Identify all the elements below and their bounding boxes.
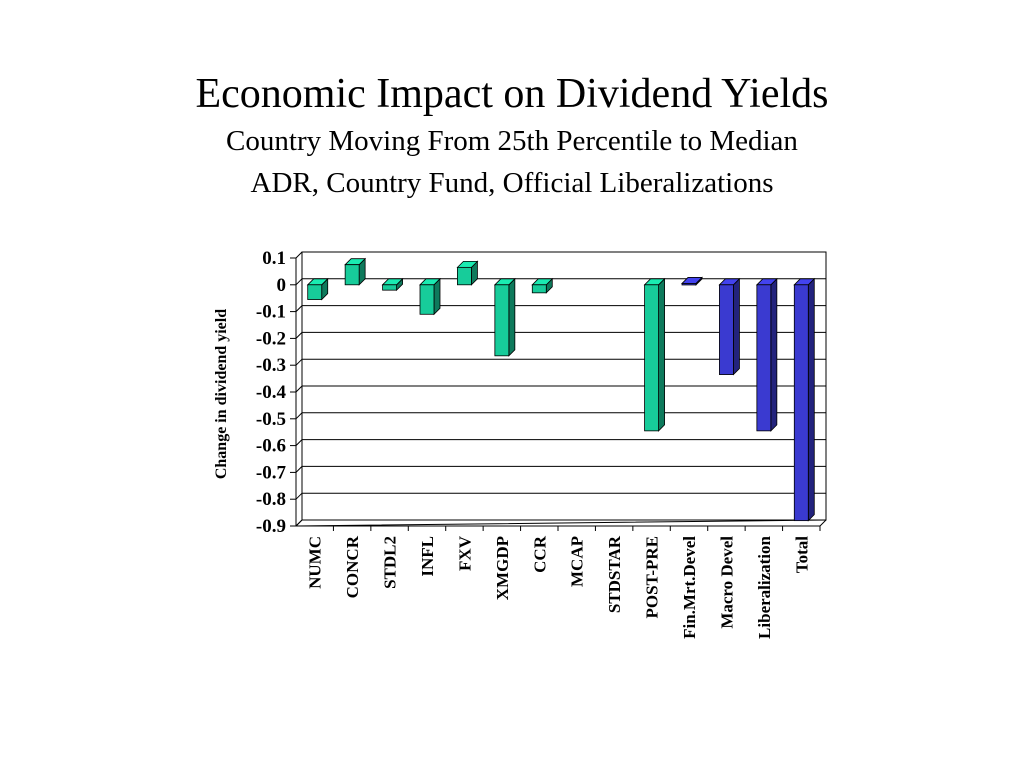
bar-side xyxy=(770,277,778,432)
bar-front xyxy=(307,284,323,300)
y-gridline xyxy=(295,358,826,366)
y-tick-label: -0.7 xyxy=(256,462,287,483)
y-gridline xyxy=(295,492,826,500)
bar-front xyxy=(793,284,809,522)
y-axis-label: Change in dividend yield xyxy=(213,309,230,479)
x-tick-label: Total xyxy=(792,536,811,573)
y-gridline xyxy=(295,305,826,312)
bar-front xyxy=(531,284,547,294)
bar-front xyxy=(344,264,360,286)
x-tick-label: NUMC xyxy=(306,536,325,589)
slide-subtitle-1: Country Moving From 25th Percentile to M… xyxy=(226,125,798,157)
slide-subtitle-2: ADR, Country Fund, Official Liberalizati… xyxy=(250,167,774,199)
bar-concr xyxy=(344,257,367,286)
axes xyxy=(290,257,827,531)
bar-xmgdp xyxy=(493,277,516,357)
tick-labels: 0.1 0 -0.1 -0.2 -0.3 -0.4 -0.5 -0.6 -0.7 -0.8 -0.9… xyxy=(213,248,811,639)
bar-side xyxy=(658,277,665,432)
y-tick-label: -0.8 xyxy=(256,489,286,510)
slide-title: Economic Impact on Dividend Yields xyxy=(195,71,829,117)
bar-side xyxy=(807,277,815,522)
y-tick-label: -0.6 xyxy=(256,436,286,457)
y-gridline xyxy=(295,331,826,339)
bars xyxy=(306,257,816,522)
bar-macro-devel xyxy=(718,277,741,376)
bar-front xyxy=(457,266,472,286)
bar-front xyxy=(419,284,435,315)
x-tick-label: Liberalization xyxy=(755,535,774,638)
bar-numc xyxy=(306,277,329,301)
bar-fxv xyxy=(456,260,479,286)
x-axis-floor-edge xyxy=(819,519,827,527)
bar-front xyxy=(681,283,697,286)
bar-front xyxy=(644,284,659,432)
bar-front xyxy=(719,284,734,375)
y-tick-label: 0 xyxy=(277,275,287,296)
bar-fin-mrt-devel xyxy=(681,276,703,286)
y-gridline xyxy=(295,439,826,446)
x-tick-label: Fin.Mrt.Devel xyxy=(680,536,699,639)
y-gridline xyxy=(295,385,826,393)
x-tick-label: XMGDP xyxy=(493,536,512,600)
y-tick-label: -0.3 xyxy=(256,355,286,376)
y-tick-label: -0.5 xyxy=(256,409,286,430)
x-tick-label: STDSTAR xyxy=(605,535,624,613)
y-tick-label: -0.9 xyxy=(256,516,286,537)
bar-post-pre xyxy=(643,277,666,432)
y-tick-label: -0.4 xyxy=(256,382,287,403)
x-tick-label: STDL2 xyxy=(381,536,400,589)
x-tick-label: CONCR xyxy=(343,535,362,598)
plot-back-wall xyxy=(294,251,827,527)
y-gridline xyxy=(295,465,826,473)
bar-infl xyxy=(419,277,441,316)
bar-ccr xyxy=(531,277,554,294)
y-gridline xyxy=(295,251,826,259)
y-tick-label: 0.1 xyxy=(262,248,286,269)
y-tick-label: -0.1 xyxy=(256,302,286,323)
bar-stdl2 xyxy=(381,277,404,292)
bar-side xyxy=(508,277,516,357)
y-tick-label: -0.2 xyxy=(256,328,286,349)
bar-front xyxy=(756,284,772,432)
bar-side xyxy=(733,277,740,376)
bar-total xyxy=(793,277,816,522)
x-tick-label: Macro Devel xyxy=(717,536,736,629)
bar-front xyxy=(382,284,397,291)
x-tick-label: INFL xyxy=(418,536,437,577)
x-tick-label: POST-PRE xyxy=(643,536,662,619)
y-gridline xyxy=(295,412,826,420)
bar-front xyxy=(494,284,510,357)
x-tick-label: CCR xyxy=(530,535,549,573)
x-tick-label: FXV xyxy=(455,535,474,571)
y-gridline xyxy=(295,278,826,286)
gridlines xyxy=(294,251,827,527)
y-gridline xyxy=(295,519,826,527)
bar-liberalization xyxy=(755,277,778,432)
x-tick-label: MCAP xyxy=(568,536,587,587)
